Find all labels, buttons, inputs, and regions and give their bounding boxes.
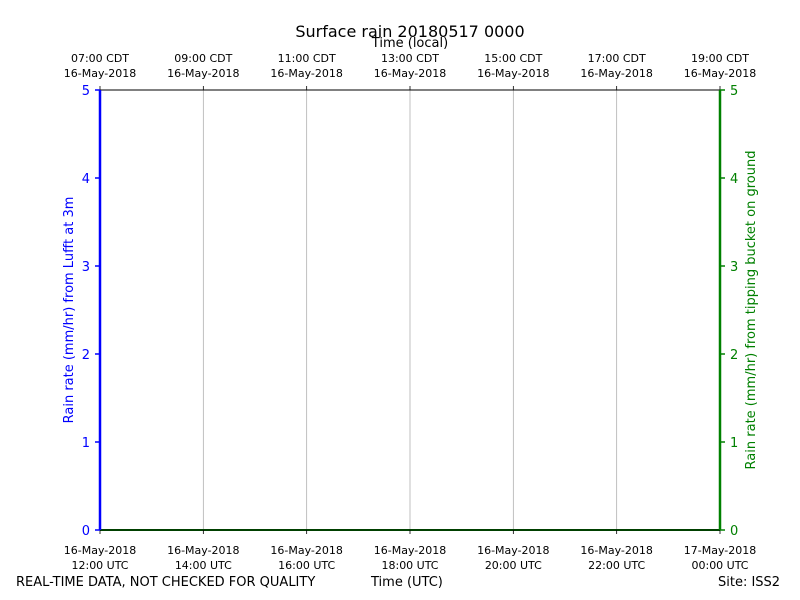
tick-layer: 16-May-2018 12:00 UTC 07:00 CDT 16-May-2018…	[64, 52, 756, 572]
y-tick-label-left: 2	[82, 348, 90, 363]
y-tick-label-right: 3	[730, 260, 738, 275]
y-tick-label-left: 0	[82, 524, 90, 539]
top-tick-label-date: 16-May-2018	[270, 67, 342, 80]
y-axis-label-left: Rain rate (mm/hr) from Lufft at 3m	[62, 197, 77, 424]
x-axis-label: Time (UTC)	[371, 575, 443, 590]
top-tick-label-date: 16-May-2018	[374, 67, 446, 80]
y-tick-label-left: 4	[82, 172, 90, 187]
top-tick-label-date: 16-May-2018	[580, 67, 652, 80]
x-tick-label-time: 18:00 UTC	[381, 559, 438, 572]
y-tick-label-right: 2	[730, 348, 738, 363]
quality-disclaimer: REAL-TIME DATA, NOT CHECKED FOR QUALITY	[16, 575, 316, 590]
x-tick-label-date: 16-May-2018	[374, 544, 446, 557]
top-tick-label-date: 16-May-2018	[684, 67, 756, 80]
chart-title: Surface rain 20180517 0000	[295, 22, 524, 41]
x-tick-label-date: 16-May-2018	[477, 544, 549, 557]
top-tick-label-time: 09:00 CDT	[174, 52, 232, 65]
top-tick-label-time: 07:00 CDT	[71, 52, 129, 65]
top-axis-label: Time (local)	[371, 36, 448, 51]
site-label: Site: ISS2	[718, 575, 781, 590]
y-tick-label-right: 4	[730, 172, 738, 187]
x-tick-label-date: 16-May-2018	[167, 544, 239, 557]
x-tick-label-time: 20:00 UTC	[485, 559, 542, 572]
top-tick-label-date: 16-May-2018	[167, 67, 239, 80]
x-tick-label-time: 16:00 UTC	[278, 559, 335, 572]
y-tick-label-right: 5	[730, 84, 738, 99]
top-tick-label-time: 19:00 CDT	[691, 52, 749, 65]
x-tick-label-date: 17-May-2018	[684, 544, 756, 557]
y-axis-label-right: Rain rate (mm/hr) from tipping bucket on…	[744, 151, 759, 470]
top-tick-label-date: 16-May-2018	[64, 67, 136, 80]
top-tick-label-time: 13:00 CDT	[381, 52, 439, 65]
y-tick-label-left: 3	[82, 260, 90, 275]
y-tick-label-left: 5	[82, 84, 90, 99]
top-tick-label-time: 17:00 CDT	[588, 52, 646, 65]
y-tick-label-right: 1	[730, 436, 738, 451]
x-tick-label-date: 16-May-2018	[580, 544, 652, 557]
x-tick-label-date: 16-May-2018	[64, 544, 136, 557]
top-tick-label-time: 15:00 CDT	[484, 52, 542, 65]
top-tick-label-date: 16-May-2018	[477, 67, 549, 80]
grid-lines	[99, 90, 721, 530]
x-tick-label-time: 12:00 UTC	[71, 559, 128, 572]
y-tick-label-left: 1	[82, 436, 90, 451]
x-tick-label-time: 00:00 UTC	[691, 559, 748, 572]
y-tick-label-right: 0	[730, 524, 738, 539]
x-tick-label-time: 22:00 UTC	[588, 559, 645, 572]
x-tick-label-date: 16-May-2018	[270, 544, 342, 557]
top-tick-label-time: 11:00 CDT	[278, 52, 336, 65]
x-tick-label-time: 14:00 UTC	[175, 559, 232, 572]
